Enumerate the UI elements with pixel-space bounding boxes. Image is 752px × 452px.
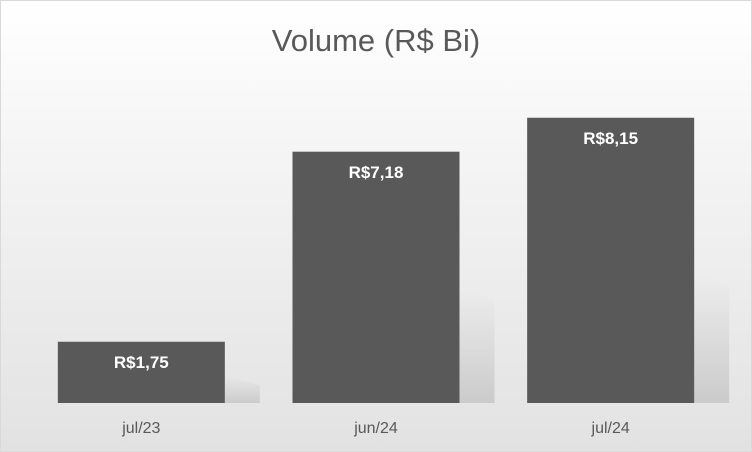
bar [292, 151, 460, 403]
x-tick-label: jul/23 [121, 420, 160, 437]
bar [57, 341, 225, 403]
bar-shadow [224, 375, 260, 403]
bar-shadow [459, 289, 495, 403]
chart-title: Volume (R$ Bi) [272, 23, 480, 58]
bar-shadow [694, 274, 730, 403]
bar [527, 117, 695, 403]
data-label: R$1,75 [114, 353, 169, 372]
x-tick-label: jun/24 [353, 420, 398, 437]
x-tick-label: jul/24 [591, 420, 630, 437]
data-label: R$8,15 [583, 129, 638, 148]
data-label: R$7,18 [349, 163, 404, 182]
